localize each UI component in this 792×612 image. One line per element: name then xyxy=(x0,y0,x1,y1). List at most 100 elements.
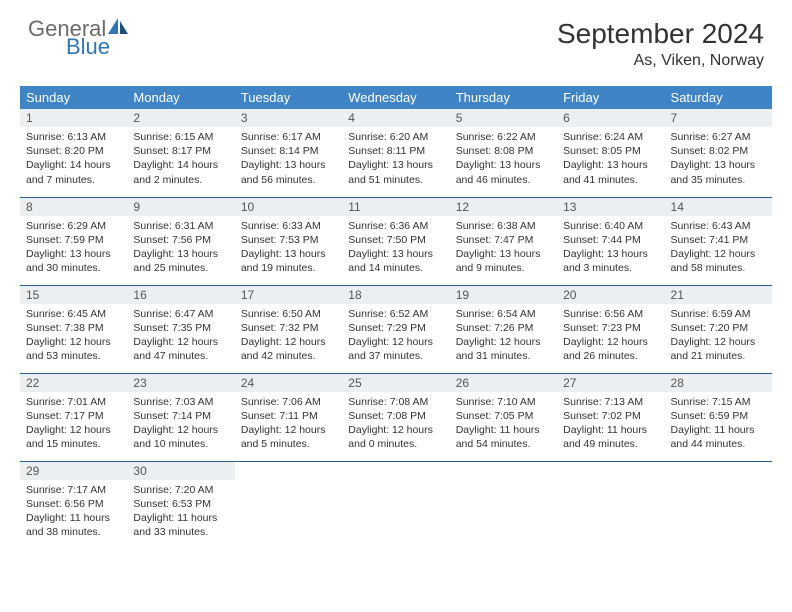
day-details: Sunrise: 6:15 AMSunset: 8:17 PMDaylight:… xyxy=(127,127,234,191)
daylight-text: Daylight: 12 hours xyxy=(241,423,336,437)
day-number: 25 xyxy=(342,374,449,392)
day-number: 10 xyxy=(235,198,342,216)
day-details: Sunrise: 7:01 AMSunset: 7:17 PMDaylight:… xyxy=(20,392,127,456)
weekday-header: Monday xyxy=(127,86,234,109)
calendar-day: 23Sunrise: 7:03 AMSunset: 7:14 PMDayligh… xyxy=(127,373,234,461)
daylight-text: and 33 minutes. xyxy=(133,525,228,539)
calendar-day: 19Sunrise: 6:54 AMSunset: 7:26 PMDayligh… xyxy=(450,285,557,373)
day-number: 19 xyxy=(450,286,557,304)
sunrise-text: Sunrise: 6:29 AM xyxy=(26,219,121,233)
daylight-text: and 35 minutes. xyxy=(671,173,766,187)
sunrise-text: Sunrise: 6:15 AM xyxy=(133,130,228,144)
day-number: 11 xyxy=(342,198,449,216)
daylight-text: Daylight: 13 hours xyxy=(133,247,228,261)
calendar-day: 1Sunrise: 6:13 AMSunset: 8:20 PMDaylight… xyxy=(20,109,127,197)
daylight-text: Daylight: 11 hours xyxy=(26,511,121,525)
daylight-text: Daylight: 12 hours xyxy=(456,335,551,349)
day-details: Sunrise: 7:15 AMSunset: 6:59 PMDaylight:… xyxy=(665,392,772,456)
sunset-text: Sunset: 8:08 PM xyxy=(456,144,551,158)
daylight-text: Daylight: 11 hours xyxy=(563,423,658,437)
daylight-text: and 42 minutes. xyxy=(241,349,336,363)
day-number: 21 xyxy=(665,286,772,304)
day-number: 12 xyxy=(450,198,557,216)
day-number: 28 xyxy=(665,374,772,392)
sunset-text: Sunset: 7:29 PM xyxy=(348,321,443,335)
day-details: Sunrise: 6:31 AMSunset: 7:56 PMDaylight:… xyxy=(127,216,234,280)
sunrise-text: Sunrise: 7:13 AM xyxy=(563,395,658,409)
day-number: 8 xyxy=(20,198,127,216)
day-details: Sunrise: 6:47 AMSunset: 7:35 PMDaylight:… xyxy=(127,304,234,368)
sunset-text: Sunset: 7:47 PM xyxy=(456,233,551,247)
calendar-day: 18Sunrise: 6:52 AMSunset: 7:29 PMDayligh… xyxy=(342,285,449,373)
day-number: 7 xyxy=(665,109,772,127)
sunset-text: Sunset: 8:20 PM xyxy=(26,144,121,158)
day-number: 16 xyxy=(127,286,234,304)
daylight-text: and 10 minutes. xyxy=(133,437,228,451)
title-block: September 2024 As, Viken, Norway xyxy=(557,18,764,70)
sunset-text: Sunset: 8:11 PM xyxy=(348,144,443,158)
sunrise-text: Sunrise: 7:20 AM xyxy=(133,483,228,497)
sunrise-text: Sunrise: 7:10 AM xyxy=(456,395,551,409)
sunset-text: Sunset: 6:59 PM xyxy=(671,409,766,423)
calendar-day: 28Sunrise: 7:15 AMSunset: 6:59 PMDayligh… xyxy=(665,373,772,461)
location: As, Viken, Norway xyxy=(557,52,764,70)
day-details: Sunrise: 6:29 AMSunset: 7:59 PMDaylight:… xyxy=(20,216,127,280)
daylight-text: and 0 minutes. xyxy=(348,437,443,451)
day-number: 27 xyxy=(557,374,664,392)
day-details: Sunrise: 6:38 AMSunset: 7:47 PMDaylight:… xyxy=(450,216,557,280)
calendar-day: 2Sunrise: 6:15 AMSunset: 8:17 PMDaylight… xyxy=(127,109,234,197)
sunrise-text: Sunrise: 6:56 AM xyxy=(563,307,658,321)
sunrise-text: Sunrise: 6:31 AM xyxy=(133,219,228,233)
calendar-day: 5Sunrise: 6:22 AMSunset: 8:08 PMDaylight… xyxy=(450,109,557,197)
day-details: Sunrise: 6:59 AMSunset: 7:20 PMDaylight:… xyxy=(665,304,772,368)
day-number: 17 xyxy=(235,286,342,304)
calendar-day: 9Sunrise: 6:31 AMSunset: 7:56 PMDaylight… xyxy=(127,197,234,285)
day-details: Sunrise: 6:20 AMSunset: 8:11 PMDaylight:… xyxy=(342,127,449,191)
day-number: 29 xyxy=(20,462,127,480)
daylight-text: and 2 minutes. xyxy=(133,173,228,187)
day-number: 15 xyxy=(20,286,127,304)
sunset-text: Sunset: 7:50 PM xyxy=(348,233,443,247)
sunrise-text: Sunrise: 6:38 AM xyxy=(456,219,551,233)
day-number: 18 xyxy=(342,286,449,304)
daylight-text: and 9 minutes. xyxy=(456,261,551,275)
daylight-text: Daylight: 14 hours xyxy=(133,158,228,172)
calendar-day: 4Sunrise: 6:20 AMSunset: 8:11 PMDaylight… xyxy=(342,109,449,197)
day-details: Sunrise: 7:10 AMSunset: 7:05 PMDaylight:… xyxy=(450,392,557,456)
calendar-day: .. xyxy=(450,461,557,549)
sunset-text: Sunset: 7:05 PM xyxy=(456,409,551,423)
calendar-week: 15Sunrise: 6:45 AMSunset: 7:38 PMDayligh… xyxy=(20,285,772,373)
sunset-text: Sunset: 6:53 PM xyxy=(133,497,228,511)
sunset-text: Sunset: 8:02 PM xyxy=(671,144,766,158)
daylight-text: and 58 minutes. xyxy=(671,261,766,275)
calendar-day: .. xyxy=(342,461,449,549)
day-number: 24 xyxy=(235,374,342,392)
sunrise-text: Sunrise: 6:47 AM xyxy=(133,307,228,321)
daylight-text: Daylight: 13 hours xyxy=(241,247,336,261)
calendar-day: 17Sunrise: 6:50 AMSunset: 7:32 PMDayligh… xyxy=(235,285,342,373)
weekday-header: Wednesday xyxy=(342,86,449,109)
sunrise-text: Sunrise: 6:54 AM xyxy=(456,307,551,321)
daylight-text: and 26 minutes. xyxy=(563,349,658,363)
sunset-text: Sunset: 7:59 PM xyxy=(26,233,121,247)
weekday-row: Sunday Monday Tuesday Wednesday Thursday… xyxy=(20,86,772,109)
daylight-text: Daylight: 12 hours xyxy=(241,335,336,349)
day-number: 4 xyxy=(342,109,449,127)
daylight-text: and 41 minutes. xyxy=(563,173,658,187)
daylight-text: and 56 minutes. xyxy=(241,173,336,187)
calendar-day: 27Sunrise: 7:13 AMSunset: 7:02 PMDayligh… xyxy=(557,373,664,461)
calendar-day: 20Sunrise: 6:56 AMSunset: 7:23 PMDayligh… xyxy=(557,285,664,373)
day-details: Sunrise: 6:45 AMSunset: 7:38 PMDaylight:… xyxy=(20,304,127,368)
daylight-text: Daylight: 12 hours xyxy=(348,423,443,437)
sunrise-text: Sunrise: 6:50 AM xyxy=(241,307,336,321)
day-number: 22 xyxy=(20,374,127,392)
weekday-header: Tuesday xyxy=(235,86,342,109)
daylight-text: Daylight: 13 hours xyxy=(563,247,658,261)
sunset-text: Sunset: 8:17 PM xyxy=(133,144,228,158)
day-number: 1 xyxy=(20,109,127,127)
daylight-text: Daylight: 13 hours xyxy=(26,247,121,261)
day-details: Sunrise: 6:27 AMSunset: 8:02 PMDaylight:… xyxy=(665,127,772,191)
calendar-day: 25Sunrise: 7:08 AMSunset: 7:08 PMDayligh… xyxy=(342,373,449,461)
daylight-text: and 25 minutes. xyxy=(133,261,228,275)
day-details: Sunrise: 6:33 AMSunset: 7:53 PMDaylight:… xyxy=(235,216,342,280)
